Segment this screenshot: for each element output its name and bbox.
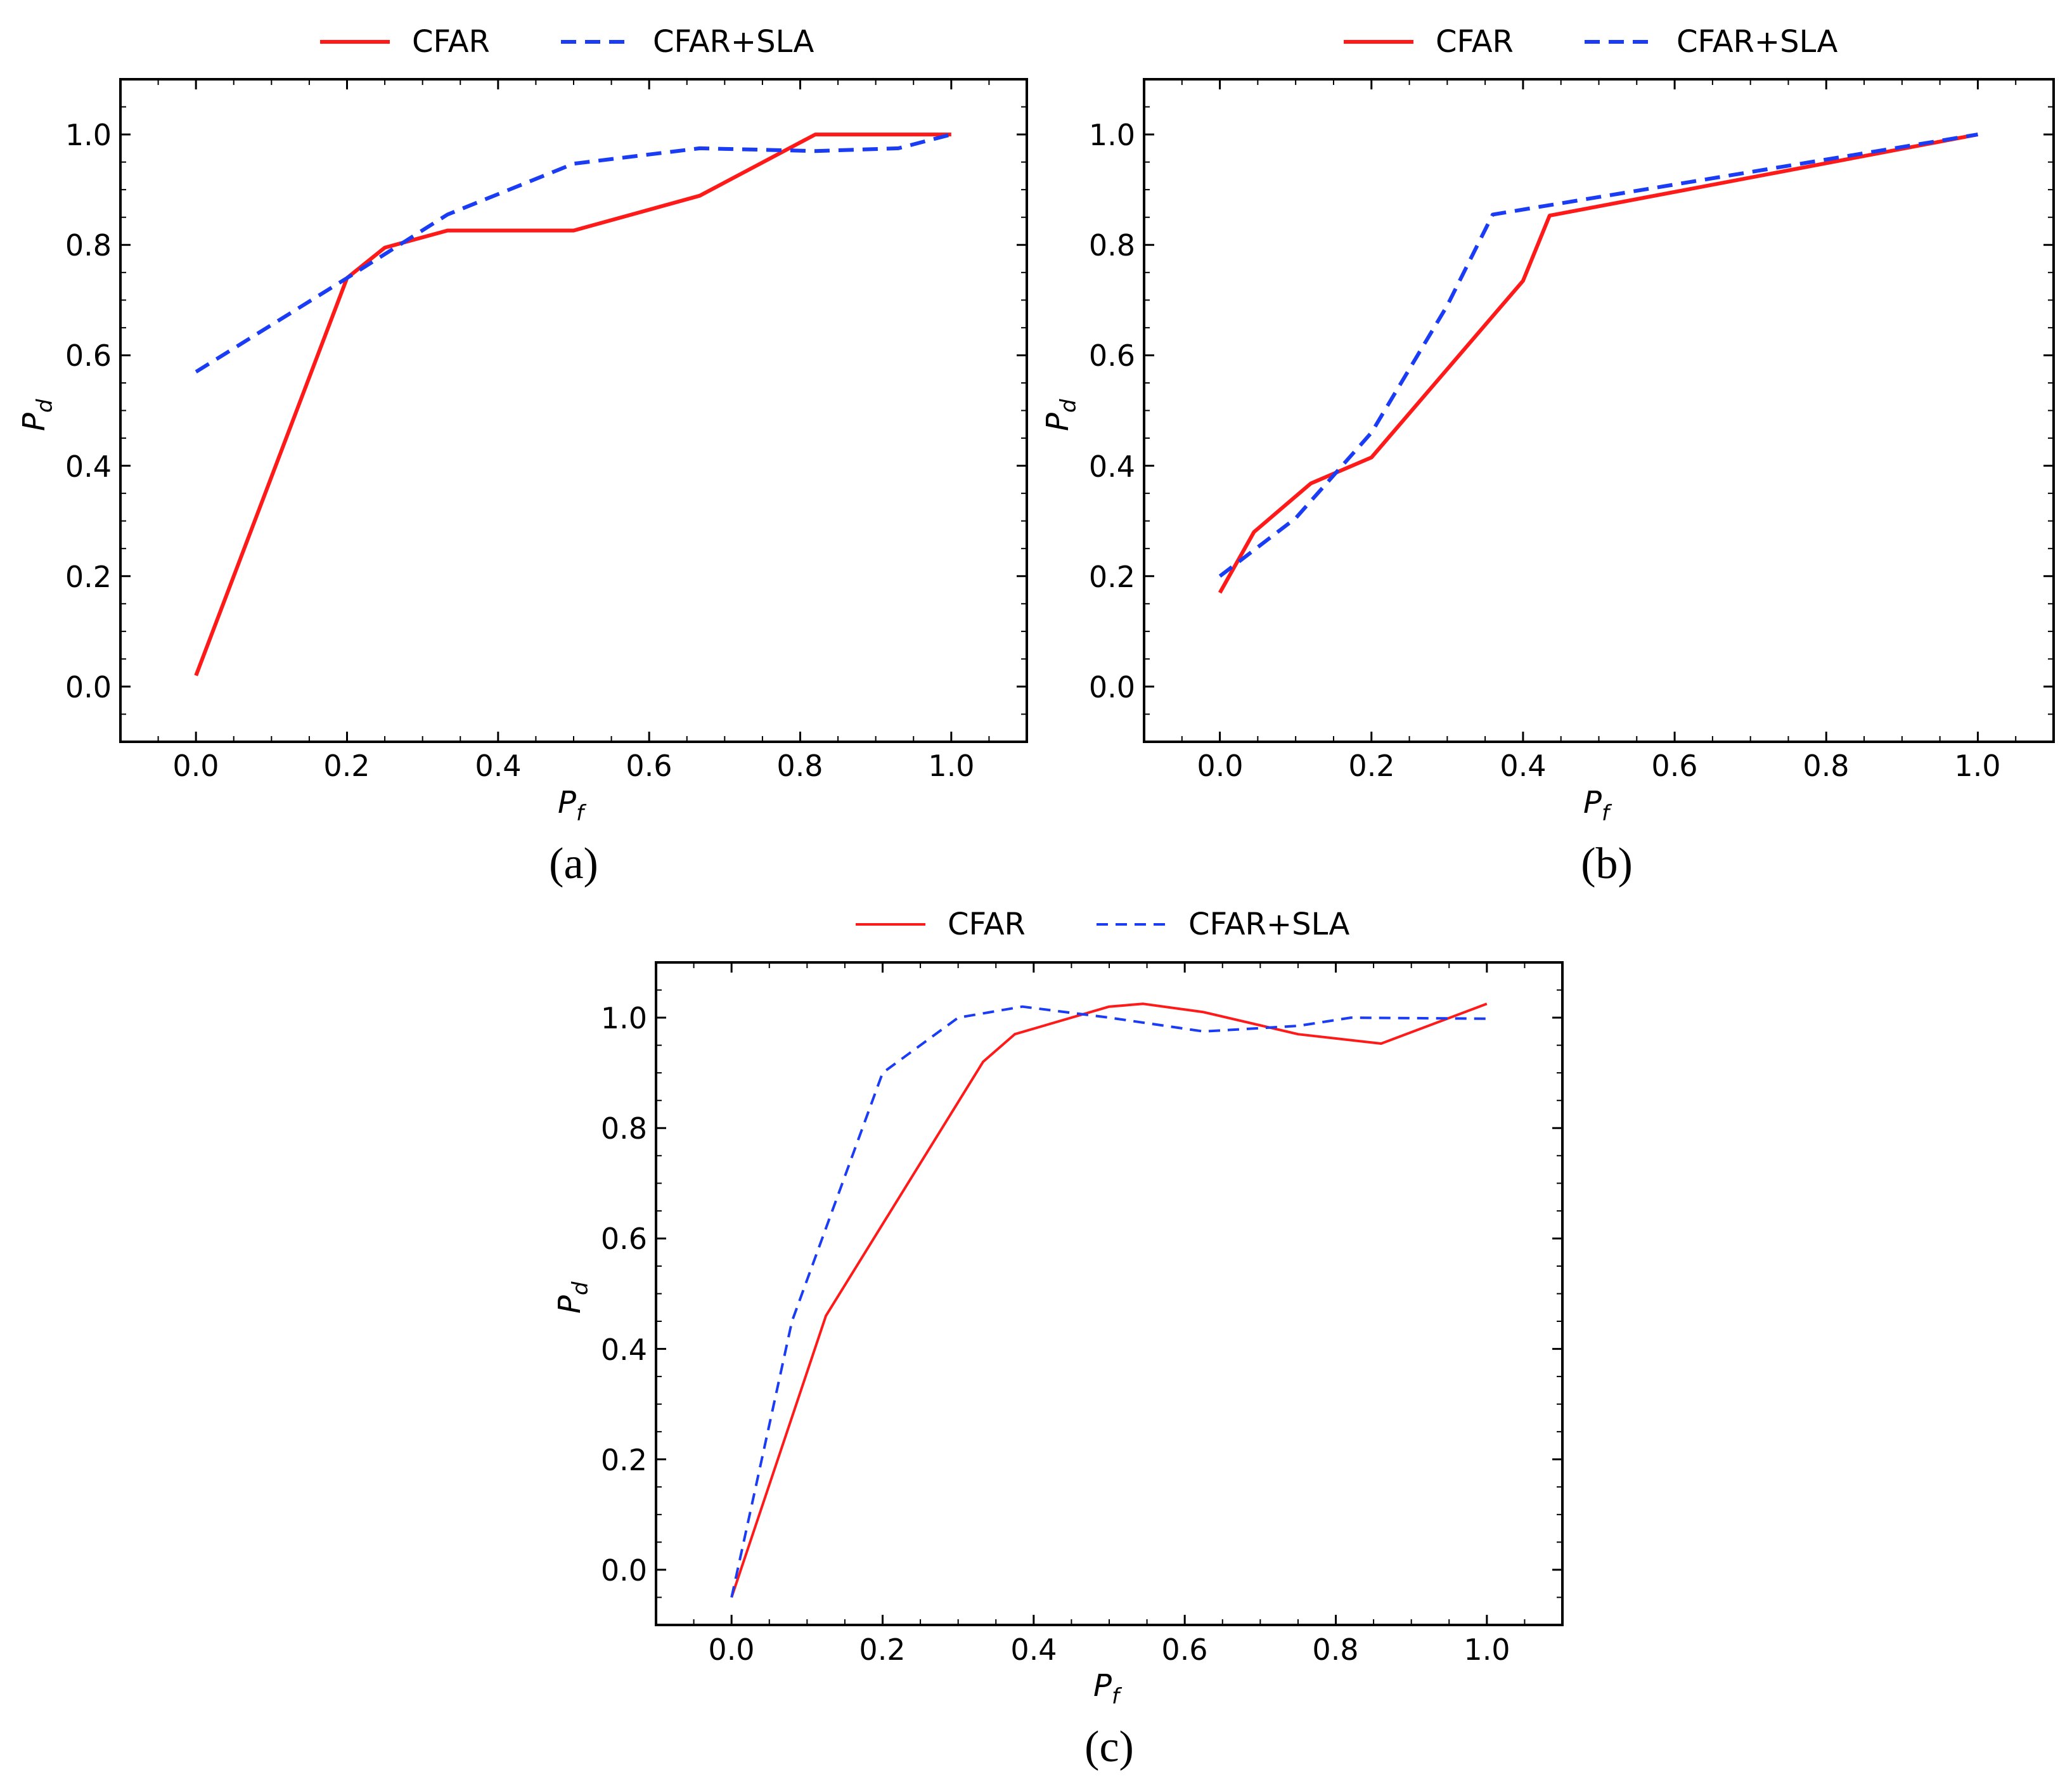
y-tick-label: 0.2 — [601, 1443, 647, 1477]
y-tick-labels: 0.0 0.2 0.4 0.6 0.8 1.0 — [65, 118, 112, 704]
y-tick-label: 0.8 — [601, 1111, 647, 1146]
y-tick-label: 0.8 — [1089, 228, 1135, 262]
legend: CFAR CFAR+SLA — [320, 24, 814, 60]
panel-caption: (c) — [1084, 1723, 1134, 1771]
y-axis-label: Pd — [1040, 399, 1081, 431]
x-tick-label: 1.0 — [928, 749, 974, 783]
legend-label-cfar: CFAR — [948, 907, 1026, 942]
x-tick-label: 0.6 — [1651, 749, 1697, 783]
legend-label-cfar: CFAR — [1436, 24, 1514, 60]
panel-caption: (b) — [1581, 839, 1633, 888]
x-tick-label: 0.4 — [1010, 1633, 1057, 1667]
x-tick-label: 0.8 — [1312, 1633, 1358, 1667]
panel-caption: (a) — [549, 839, 598, 888]
panel-a: CFAR CFAR+SLA 0.0 0.2 0.4 0.6 0.8 1.0 0.… — [16, 24, 1028, 888]
plot-frame — [119, 78, 1028, 743]
x-tick-label: 0.0 — [708, 1633, 754, 1667]
x-tick-labels: 0.0 0.2 0.4 0.6 0.8 1.0 — [708, 1633, 1510, 1667]
x-tick-label: 0.6 — [626, 749, 672, 783]
y-tick-label: 1.0 — [601, 1001, 647, 1035]
y-tick-label: 0.6 — [601, 1222, 647, 1256]
x-tick-label: 0.8 — [1803, 749, 1849, 783]
x-tick-label: 1.0 — [1464, 1633, 1510, 1667]
x-tick-labels: 0.0 0.2 0.4 0.6 0.8 1.0 — [172, 749, 974, 783]
tick-marks — [120, 79, 1027, 742]
y-tick-label: 0.2 — [1089, 560, 1135, 594]
x-axis-label: Pf — [558, 785, 587, 826]
x-tick-label: 1.0 — [1954, 749, 2000, 783]
series-line-cfar — [194, 133, 951, 676]
y-tick-labels: 0.0 0.2 0.4 0.6 0.8 1.0 — [601, 1001, 647, 1588]
x-tick-label: 0.6 — [1161, 1633, 1207, 1667]
y-tick-label: 0.4 — [1089, 450, 1135, 484]
x-tick-label: 0.2 — [1348, 749, 1394, 783]
tick-marks — [1144, 79, 2054, 742]
x-tick-label: 0.2 — [859, 1633, 905, 1667]
panel-c: CFAR CFAR+SLA 0.0 0.2 0.4 0.6 0.8 1.0 0.… — [552, 907, 1564, 1771]
y-tick-label: 0.4 — [601, 1333, 647, 1367]
tick-marks — [656, 962, 1562, 1625]
x-tick-label: 0.8 — [776, 749, 823, 783]
legend: CFAR CFAR+SLA — [1344, 24, 1837, 60]
x-tick-label: 0.0 — [172, 749, 219, 783]
y-axis-label: Pd — [16, 399, 58, 431]
plot-frame — [1143, 78, 2055, 743]
legend-label-cfar-sla: CFAR+SLA — [653, 24, 814, 60]
y-tick-labels: 0.0 0.2 0.4 0.6 0.8 1.0 — [1089, 118, 1135, 704]
series-line-cfar — [730, 1002, 1488, 1598]
legend-label-cfar-sla: CFAR+SLA — [1188, 907, 1349, 942]
y-tick-label: 0.6 — [1089, 339, 1135, 373]
y-tick-label: 1.0 — [65, 118, 112, 152]
plot-frame — [655, 961, 1564, 1626]
legend-label-cfar-sla: CFAR+SLA — [1676, 24, 1837, 60]
y-axis-label: Pd — [552, 1281, 593, 1314]
y-tick-label: 1.0 — [1089, 118, 1135, 152]
series-line-cfar-sla — [1218, 133, 1978, 578]
series-line-cfar-sla — [730, 1005, 1487, 1598]
y-tick-label: 0.4 — [65, 450, 112, 484]
panel-b: CFAR CFAR+SLA 0.0 0.2 0.4 0.6 0.8 1.0 0.… — [1040, 24, 2055, 888]
legend-label-cfar: CFAR — [412, 24, 490, 60]
x-tick-label: 0.2 — [323, 749, 370, 783]
y-tick-label: 0.0 — [601, 1553, 647, 1588]
series-line-cfar-sla — [195, 133, 952, 374]
x-axis-label: Pf — [1093, 1668, 1123, 1709]
y-tick-label: 0.0 — [65, 670, 112, 704]
x-tick-label: 0.4 — [1500, 749, 1546, 783]
y-tick-label: 0.2 — [65, 560, 112, 594]
x-axis-label: Pf — [1583, 785, 1612, 826]
x-tick-labels: 0.0 0.2 0.4 0.6 0.8 1.0 — [1197, 749, 2000, 783]
x-tick-label: 0.4 — [475, 749, 521, 783]
x-tick-label: 0.0 — [1197, 749, 1243, 783]
legend: CFAR CFAR+SLA — [856, 907, 1349, 942]
y-tick-label: 0.8 — [65, 228, 112, 262]
series-line-cfar — [1218, 133, 1978, 594]
y-tick-label: 0.0 — [1089, 670, 1135, 704]
y-tick-label: 0.6 — [65, 339, 112, 373]
